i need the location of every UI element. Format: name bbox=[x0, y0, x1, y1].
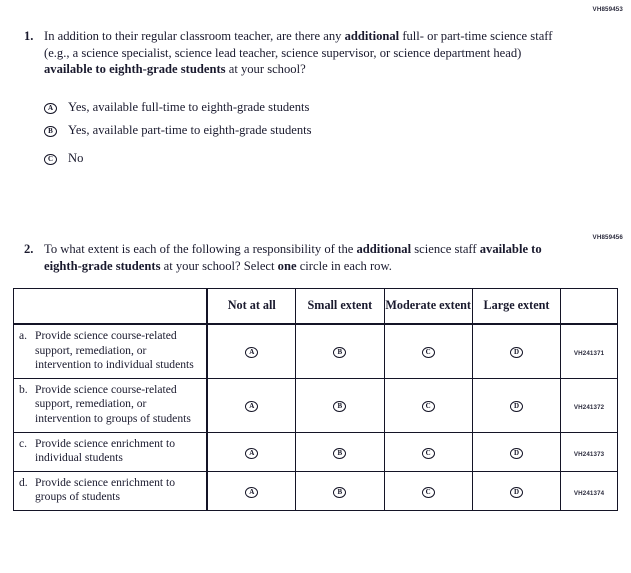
matrix-row-stem: d. Provide science enrichment to groups o… bbox=[13, 470, 209, 511]
radio-bubble-d-icon[interactable]: D bbox=[509, 447, 523, 459]
matrix-cell-a[interactable]: A bbox=[206, 470, 297, 511]
matrix-header: Not at all Small extent Moderate extent … bbox=[13, 288, 618, 325]
matrix-row-text: Provide science course-related support, … bbox=[35, 382, 191, 425]
matrix-row-code: VH241373 bbox=[573, 450, 605, 458]
matrix-row-letter: a. bbox=[19, 329, 28, 342]
question-2-text-run-5: one bbox=[277, 258, 297, 273]
matrix-cell-a[interactable]: A bbox=[206, 377, 297, 433]
question-2-text-run-4: at your school? Select bbox=[160, 258, 278, 273]
matrix-header-large-extent: Large extent bbox=[471, 288, 562, 325]
radio-bubble-a-icon[interactable]: A bbox=[245, 447, 259, 459]
matrix-header-moderate-extent: Moderate extent bbox=[383, 288, 473, 325]
radio-bubble-d-icon[interactable]: D bbox=[509, 347, 523, 359]
question-1-text-run-3: available to eighth-grade students bbox=[44, 62, 226, 76]
radio-bubble-b-icon[interactable]: B bbox=[333, 347, 347, 359]
radio-bubble-c-icon[interactable]: C bbox=[421, 447, 435, 459]
question-1-options: A Yes, available full-time to eighth-grad… bbox=[44, 99, 312, 173]
matrix-cell-d[interactable]: D bbox=[471, 431, 562, 472]
matrix-row-code: VH241372 bbox=[573, 404, 605, 412]
matrix-header-code bbox=[560, 288, 618, 325]
question-1: 1. In addition to their regular classroo… bbox=[24, 28, 564, 78]
matrix-header-row: Not at all Small extent Moderate extent … bbox=[13, 288, 618, 325]
matrix-cell-a[interactable]: A bbox=[206, 431, 297, 472]
matrix-row-code-cell: VH241373 bbox=[560, 431, 618, 472]
radio-bubble-b-icon[interactable]: B bbox=[333, 486, 347, 498]
matrix-cell-d[interactable]: D bbox=[471, 323, 562, 379]
matrix-row: a. Provide science course-related support… bbox=[13, 323, 618, 379]
question-2-text-run-0: To what extent is each of the following … bbox=[44, 242, 357, 256]
matrix-row-stem: a. Provide science course-related support… bbox=[13, 323, 209, 379]
radio-bubble-c-icon[interactable]: C bbox=[421, 401, 435, 413]
radio-bubble-b-icon[interactable]: B bbox=[333, 401, 347, 413]
radio-bubble-d-icon[interactable]: D bbox=[509, 401, 523, 413]
item-code-question-2: VH859456 bbox=[592, 234, 623, 241]
matrix-row-stem: b. Provide science course-related support… bbox=[13, 377, 209, 433]
question-2-text-run-6: circle in each row. bbox=[296, 258, 392, 273]
question-1-text-run-1: additional bbox=[344, 29, 400, 43]
option-label-c: No bbox=[68, 151, 84, 165]
radio-bubble-d-icon[interactable]: D bbox=[509, 486, 523, 498]
matrix-cell-a[interactable]: A bbox=[206, 323, 297, 379]
option-label-a: Yes, available full-time to eighth-grade… bbox=[68, 100, 310, 114]
matrix-row: c. Provide science enrichment to individu… bbox=[13, 431, 618, 472]
matrix-header-stem bbox=[13, 288, 209, 325]
radio-bubble-a-icon[interactable]: A bbox=[44, 103, 57, 114]
option-row-b[interactable]: B Yes, available part-time to eighth-grad… bbox=[44, 122, 312, 139]
matrix-row-letter: c. bbox=[19, 436, 28, 450]
matrix-cell-d[interactable]: D bbox=[471, 377, 562, 433]
matrix-row: d. Provide science enrichment to groups o… bbox=[13, 470, 618, 511]
matrix-header-small-extent: Small extent bbox=[295, 288, 385, 325]
matrix-row-text: Provide science course-related support, … bbox=[35, 329, 194, 372]
radio-bubble-c-icon[interactable]: C bbox=[421, 486, 435, 498]
radio-bubble-b-icon[interactable]: B bbox=[333, 447, 347, 459]
option-row-c[interactable]: C No bbox=[44, 150, 312, 167]
question-2: 2. To what extent is each of the followi… bbox=[24, 241, 569, 274]
question-1-text-run-0: In addition to their regular classroom t… bbox=[44, 29, 345, 43]
radio-bubble-a-icon[interactable]: A bbox=[245, 486, 259, 498]
matrix-cell-c[interactable]: C bbox=[383, 323, 473, 379]
matrix-body: a. Provide science course-related support… bbox=[13, 323, 618, 511]
option-label-b: Yes, available part-time to eighth-grade… bbox=[68, 122, 312, 137]
matrix-cell-c[interactable]: C bbox=[383, 431, 473, 472]
matrix-row-text: Provide science enrichment to individual… bbox=[35, 436, 176, 465]
matrix-cell-b[interactable]: B bbox=[295, 377, 385, 433]
question-2-number: 2. bbox=[24, 242, 34, 256]
question-2-text-run-1: additional bbox=[356, 242, 412, 256]
matrix-row-code: VH241374 bbox=[573, 489, 605, 497]
item-code-question-1: VH859453 bbox=[592, 6, 623, 13]
radio-bubble-a-icon[interactable]: A bbox=[245, 347, 259, 359]
matrix-cell-b[interactable]: B bbox=[295, 431, 385, 472]
radio-bubble-c-icon[interactable]: C bbox=[44, 154, 57, 165]
matrix-row-code-cell: VH241371 bbox=[560, 323, 618, 379]
matrix-row: b. Provide science course-related support… bbox=[13, 377, 618, 433]
matrix-cell-c[interactable]: C bbox=[383, 377, 473, 433]
matrix-header-not-at-all: Not at all bbox=[206, 288, 297, 325]
question-1-text: In addition to their regular classroom t… bbox=[44, 28, 564, 78]
question-1-text-run-2: full- or part-time science staff (e.g., … bbox=[44, 29, 553, 60]
radio-bubble-c-icon[interactable]: C bbox=[421, 347, 435, 359]
question-1-number: 1. bbox=[24, 29, 34, 43]
question-2-text-run-2: science staff bbox=[411, 242, 480, 256]
matrix-row-code-cell: VH241372 bbox=[560, 377, 618, 433]
response-matrix-table: Not at all Small extent Moderate extent … bbox=[13, 288, 618, 511]
matrix-row-text: Provide science enrichment to groups of … bbox=[35, 475, 176, 504]
matrix-row-letter: b. bbox=[19, 382, 28, 396]
matrix-row-code-cell: VH241374 bbox=[560, 470, 618, 511]
matrix-cell-d[interactable]: D bbox=[471, 470, 562, 511]
matrix-row-stem: c. Provide science enrichment to individu… bbox=[13, 431, 209, 472]
radio-bubble-a-icon[interactable]: A bbox=[245, 401, 259, 413]
matrix-cell-b[interactable]: B bbox=[295, 323, 385, 379]
question-2-text: To what extent is each of the following … bbox=[44, 241, 569, 274]
radio-bubble-b-icon[interactable]: B bbox=[44, 125, 57, 137]
matrix-row-code: VH241371 bbox=[573, 350, 605, 358]
matrix-row-letter: d. bbox=[19, 475, 28, 489]
question-1-text-run-4: at your school? bbox=[225, 62, 306, 76]
matrix-cell-b[interactable]: B bbox=[295, 470, 385, 511]
matrix-cell-c[interactable]: C bbox=[383, 470, 473, 511]
option-row-a[interactable]: A Yes, available full-time to eighth-grad… bbox=[44, 99, 312, 116]
question-2-text-run-3: available to eighth-grade students bbox=[44, 242, 542, 273]
